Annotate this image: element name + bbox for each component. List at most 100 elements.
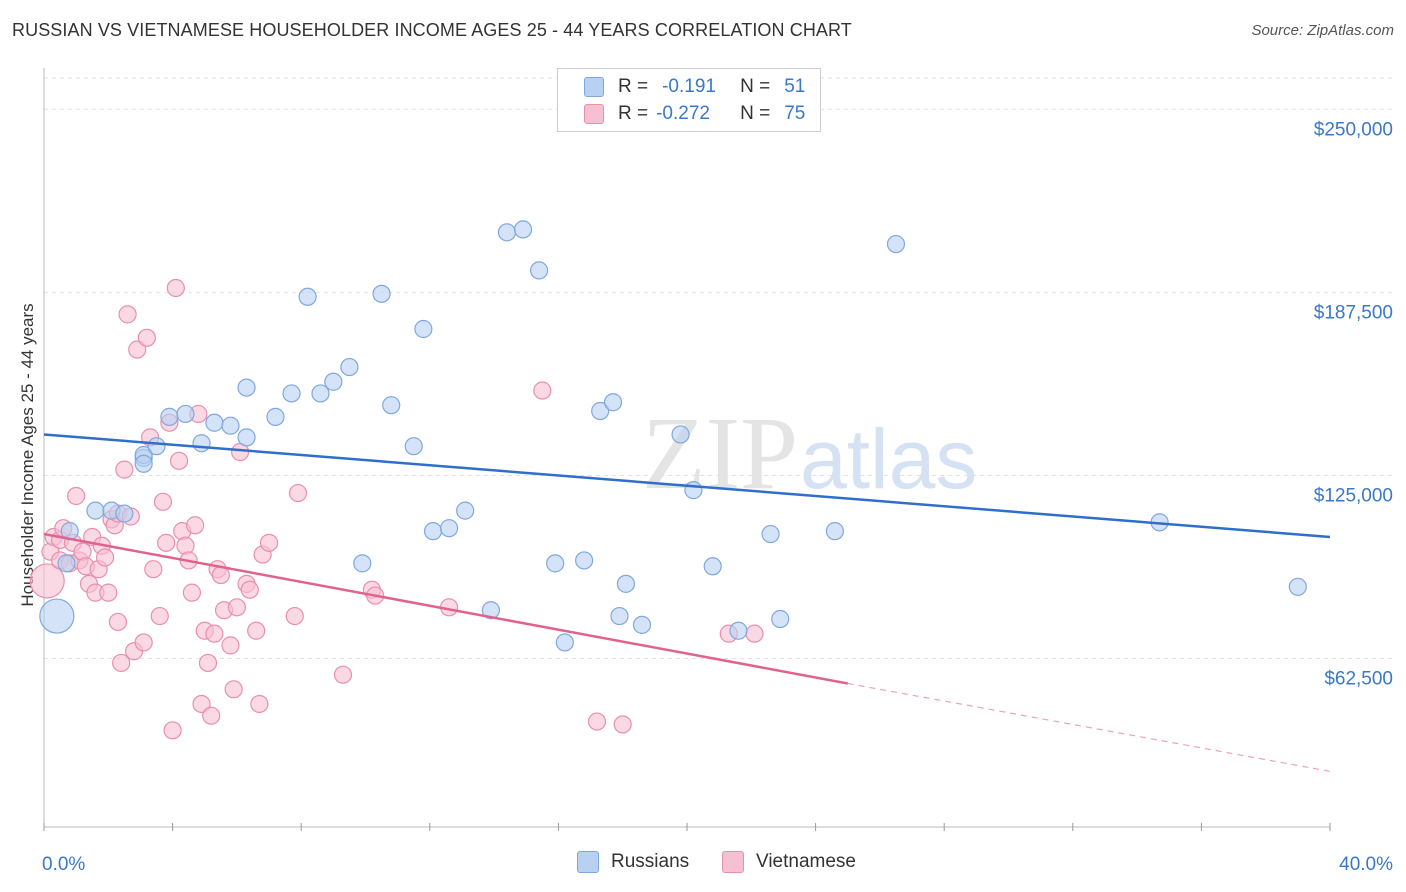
russian-point xyxy=(221,416,240,435)
russian-point xyxy=(324,372,343,391)
tick-labels: $62,500 $125,000 $187,500 $250,000 0.0% 40.0% xyxy=(42,119,1393,875)
russian-point xyxy=(703,557,722,576)
russian-point xyxy=(555,633,574,652)
russian-point xyxy=(39,598,75,634)
legend-swatch-vietnamese xyxy=(722,851,744,873)
vietnamese-point xyxy=(95,548,115,567)
watermark-atlas: atlas xyxy=(800,412,977,506)
russian-point xyxy=(404,437,423,456)
russian-point xyxy=(115,504,134,523)
russian-point xyxy=(311,384,330,403)
russian-trend-line xyxy=(43,433,1331,539)
russian-point xyxy=(134,454,153,473)
vietnamese-trend-extension xyxy=(847,682,1331,772)
vietnamese-point xyxy=(285,606,304,626)
y-tick-label: $187,500 xyxy=(1314,302,1393,323)
vietnamese-point xyxy=(745,624,764,643)
russian-point xyxy=(237,428,256,447)
legend-n-value: 51 xyxy=(784,76,806,97)
russian-point xyxy=(147,437,166,456)
vietnamese-point xyxy=(587,712,607,731)
russian-point xyxy=(671,425,690,444)
vietnamese-point xyxy=(533,381,552,400)
legend-label-russians: Russians xyxy=(611,851,690,872)
legend-row-vietnamese: R = -0.272 N = 75 xyxy=(584,102,805,126)
legend-item-russians[interactable]: Russians xyxy=(577,851,689,873)
russian-point xyxy=(192,434,211,453)
vietnamese-point xyxy=(144,560,163,579)
legend-r-label: R = xyxy=(618,103,649,124)
russian-point xyxy=(57,554,76,573)
russian-point xyxy=(414,319,433,339)
chart-title: RUSSIAN VS VIETNAMESE HOUSEHOLDER INCOME… xyxy=(12,20,852,40)
vietnamese-point xyxy=(198,653,218,673)
data-points xyxy=(29,220,1307,740)
russian-point xyxy=(353,554,372,573)
legend-row-russians: R = -0.191 N = 51 xyxy=(584,75,805,99)
legend-r-label: R = xyxy=(618,76,649,97)
vietnamese-point xyxy=(157,533,176,552)
vietnamese-point xyxy=(333,665,353,684)
russian-point xyxy=(603,393,623,412)
vietnamese-point xyxy=(99,583,118,602)
russian-point xyxy=(481,601,500,620)
russian-point xyxy=(456,501,475,520)
russian-point xyxy=(372,284,391,303)
russian-point xyxy=(546,554,565,573)
vietnamese-point xyxy=(176,536,195,555)
vietnamese-point xyxy=(153,492,173,511)
legend-r-value: -0.191 xyxy=(662,76,716,97)
vietnamese-point xyxy=(182,583,201,602)
vietnamese-point xyxy=(205,624,224,643)
vietnamese-point xyxy=(247,621,266,640)
vietnamese-point xyxy=(240,580,259,599)
vietnamese-point xyxy=(29,563,65,599)
russian-point xyxy=(160,407,179,426)
legend-item-vietnamese[interactable]: Vietnamese xyxy=(722,851,856,873)
vietnamese-point xyxy=(259,533,279,552)
russian-point xyxy=(266,407,285,426)
russian-point xyxy=(616,574,636,593)
vietnamese-point xyxy=(108,612,128,632)
russian-point xyxy=(86,501,105,520)
vietnamese-point xyxy=(115,460,134,479)
vietnamese-point xyxy=(169,451,189,470)
vietnamese-point xyxy=(250,694,269,714)
vietnamese-point xyxy=(613,715,632,734)
legend-swatch-russians xyxy=(584,77,604,97)
vietnamese-point xyxy=(224,680,243,699)
axes xyxy=(43,68,1331,831)
x-tick-label: 40.0% xyxy=(1339,854,1393,875)
legend-n-label: N = xyxy=(740,103,771,124)
y-tick-label: $250,000 xyxy=(1314,119,1393,140)
russian-point xyxy=(298,287,317,306)
source-label: Source: ZipAtlas.com xyxy=(1251,22,1394,39)
russian-point xyxy=(205,413,224,432)
trend-lines xyxy=(43,433,1331,772)
legend-swatch-russians xyxy=(577,851,599,873)
vietnamese-trend-line xyxy=(43,532,848,685)
russian-point xyxy=(382,396,401,415)
russian-point xyxy=(886,234,906,254)
x-tick-label: 0.0% xyxy=(42,854,85,875)
russian-point xyxy=(575,551,594,570)
russian-point xyxy=(513,220,533,239)
russian-point xyxy=(497,223,517,242)
vietnamese-point xyxy=(137,328,156,347)
vietnamese-point xyxy=(67,486,86,506)
russian-point xyxy=(439,519,459,538)
legend-swatch-vietnamese xyxy=(584,104,604,124)
vietnamese-point xyxy=(166,278,185,298)
russian-point xyxy=(632,615,652,634)
russian-point xyxy=(771,609,790,629)
russian-point xyxy=(237,378,256,397)
legend-n-label: N = xyxy=(740,76,771,97)
russian-point xyxy=(729,621,748,640)
vietnamese-point xyxy=(202,706,221,725)
vietnamese-point xyxy=(186,516,205,535)
russian-point xyxy=(825,522,844,541)
vietnamese-point xyxy=(112,653,131,673)
vietnamese-point xyxy=(150,606,169,626)
y-tick-label: $62,500 xyxy=(1324,669,1393,690)
